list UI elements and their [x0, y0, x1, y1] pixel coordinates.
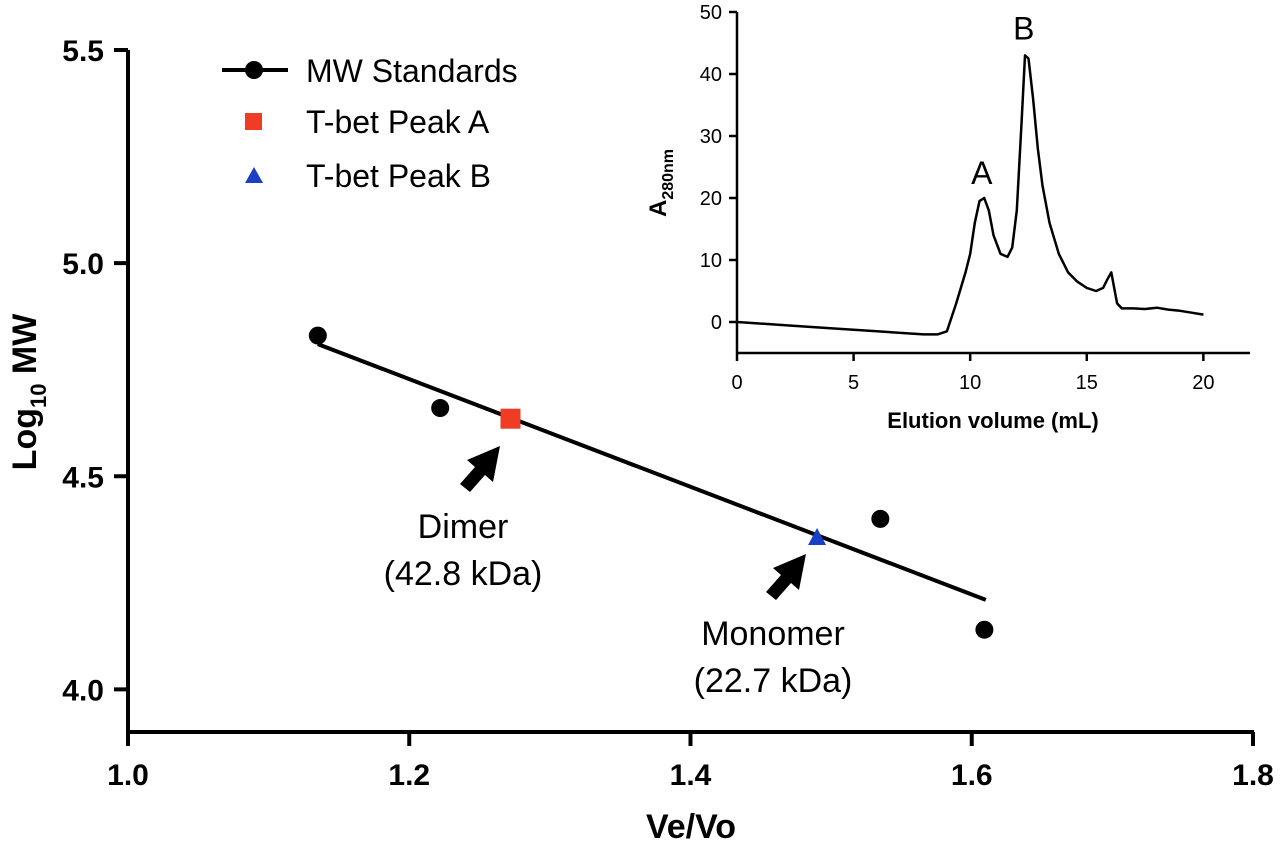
inset-peak-labels: AB: [971, 11, 1034, 191]
inset-y-tick-label-4: 40: [700, 64, 722, 86]
elution-trace-line: [736, 54, 1204, 336]
inset-x-tick-label-4: 20: [1192, 372, 1214, 394]
main-x-ticks: 1.0 1.2 1.4 1.6 1.8: [107, 732, 1274, 792]
mw-standard-point-3: [975, 620, 994, 639]
mw-standard-point-0: [308, 326, 327, 345]
legend-label-peak-b: T-bet Peak B: [306, 158, 491, 194]
inset-x-tick-label-1: 5: [848, 372, 859, 394]
regression-fit-line: [317, 342, 987, 602]
legend-item-peak-a: T-bet Peak A: [245, 104, 490, 140]
main-y-ticks: 4.0 4.5 5.0 5.5: [62, 35, 128, 707]
annotation-monomer-title: Monomer: [701, 615, 845, 653]
inset-y-tick-label-1: 10: [700, 250, 722, 272]
inset-y-tick-label-2: 20: [700, 188, 722, 210]
legend-item-peak-b: T-bet Peak B: [245, 158, 491, 194]
main-y-tick-label-0: 4.0: [62, 674, 104, 707]
annotation-dimer-title: Dimer: [418, 508, 509, 546]
main-x-tick-label-1: 1.2: [388, 759, 430, 792]
mw-standard-point-1: [431, 399, 450, 418]
peak-b-point-0: [808, 528, 827, 546]
main-data-points: [308, 326, 994, 639]
annotation-monomer: Monomer (22.7 kDa): [694, 554, 853, 700]
arrow-dimer: [460, 446, 500, 492]
main-x-tick-label-0: 1.0: [107, 759, 149, 792]
inset-x-tick-label-0: 0: [731, 372, 742, 394]
peak-a-point-0: [500, 408, 521, 429]
main-x-tick-label-4: 1.8: [1232, 759, 1274, 792]
annotation-monomer-value: (22.7 kDa): [694, 662, 853, 700]
inset-y-axis-label: A280nm: [645, 149, 677, 217]
inset-x-ticks: 0 5 10 15 20: [731, 353, 1214, 394]
inset-y-tick-label-5: 50: [700, 2, 722, 24]
arrow-monomer: [766, 554, 806, 600]
inset-x-tick-label-3: 15: [1076, 372, 1098, 394]
inset-y-tick-label-0: 0: [711, 312, 722, 334]
inset-x-tick-label-2: 10: [959, 372, 981, 394]
inset-y-ticks: 0 10 20 30 40 50: [700, 2, 737, 334]
inset-y-tick-label-3: 30: [700, 126, 722, 148]
legend-item-mw-standards: MW Standards: [222, 53, 518, 89]
inset-peak-label-b: B: [1013, 11, 1034, 47]
inset-x-axis-label: Elution volume (mL): [887, 408, 1098, 433]
legend-marker-mw-standards: [245, 61, 263, 79]
annotation-dimer-value: (42.8 kDa): [384, 555, 543, 593]
legend-label-mw-standards: MW Standards: [306, 53, 518, 89]
legend-marker-peak-a: [245, 113, 262, 130]
main-y-tick-label-1: 4.5: [62, 461, 104, 494]
main-x-axis-label: Ve/Vo: [646, 808, 736, 845]
legend-label-peak-a: T-bet Peak A: [306, 104, 490, 140]
main-chart: 1.0 1.2 1.4 1.6 1.8 4.0 4.5 5.0 5.5 Ve/Vo Log10…: [6, 35, 1274, 845]
legend: MW Standards T-bet Peak A T-bet Peak B: [222, 53, 518, 194]
inset-peak-label-a: A: [971, 155, 993, 191]
main-x-tick-label-3: 1.6: [951, 759, 993, 792]
main-y-tick-label-2: 5.0: [62, 248, 104, 281]
main-y-axis-label: Log10 MW: [6, 313, 51, 471]
legend-marker-peak-b: [245, 167, 263, 183]
main-y-tick-label-3: 5.5: [62, 35, 104, 68]
main-x-tick-label-2: 1.4: [670, 759, 712, 792]
mw-standard-point-2: [871, 509, 890, 528]
annotation-dimer: Dimer (42.8 kDa): [384, 446, 543, 593]
